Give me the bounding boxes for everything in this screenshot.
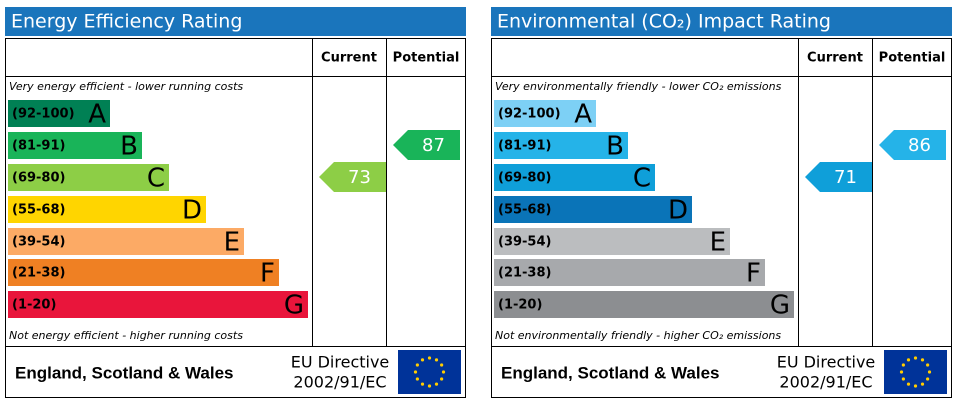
potential-header: Potential xyxy=(879,51,946,66)
current-header: Current xyxy=(807,51,863,66)
flag-star xyxy=(920,358,925,362)
current-header: Current xyxy=(321,51,377,66)
rating-band xyxy=(8,259,279,286)
band-range: (69-80) xyxy=(498,171,551,186)
rating-band xyxy=(494,196,692,223)
flag-star xyxy=(440,363,444,367)
panel-title: Energy Efficiency Rating xyxy=(11,11,242,33)
flag-star xyxy=(926,377,930,381)
directive: EU Directive xyxy=(291,353,390,372)
rating-band xyxy=(494,100,596,127)
flag-star xyxy=(427,356,432,360)
title-bar xyxy=(5,7,466,36)
flag-star xyxy=(901,363,905,367)
potential-header: Potential xyxy=(393,51,460,66)
rating-band xyxy=(8,228,244,255)
band-range: (39-54) xyxy=(498,235,551,250)
flag-star xyxy=(899,370,904,374)
current-arrow xyxy=(319,162,386,192)
band-letter: A xyxy=(574,100,592,130)
flag-star xyxy=(913,356,918,360)
band-letter: G xyxy=(284,291,304,321)
band-range: (92-100) xyxy=(498,107,561,122)
rating-band xyxy=(494,164,655,191)
flag-star xyxy=(440,377,444,381)
flag-star xyxy=(434,358,439,362)
band-letter: B xyxy=(606,132,624,162)
bottom-note: Not environmentally friendly - higher CO… xyxy=(495,329,781,342)
flag-star xyxy=(413,370,418,374)
rating-band xyxy=(494,259,765,286)
panel-title: Environmental (CO₂) Impact Rating xyxy=(497,11,831,33)
bottom-note: Not energy efficient - higher running co… xyxy=(9,329,243,342)
footer-country: England, Scotland & Wales xyxy=(15,363,234,382)
rating-panel: Environmental (CO₂) Impact Rating Current… xyxy=(491,7,952,398)
flag-star xyxy=(926,363,930,367)
band-letter: C xyxy=(633,164,651,194)
band-letter: F xyxy=(260,259,275,289)
current-value: 71 xyxy=(834,167,857,188)
band-range: (69-80) xyxy=(12,171,65,186)
rating-band xyxy=(494,291,794,318)
flag-star xyxy=(415,377,419,381)
top-note: Very energy efficient - lower running co… xyxy=(9,80,243,93)
band-letter: G xyxy=(770,291,790,321)
title-bar xyxy=(491,7,952,36)
band-range: (1-20) xyxy=(12,298,56,313)
directive-code: 2002/91/EC xyxy=(293,373,386,392)
rating-band xyxy=(8,164,169,191)
potential-arrow xyxy=(879,130,946,160)
band-range: (81-91) xyxy=(12,139,65,154)
rating-band xyxy=(494,132,628,159)
rating-band xyxy=(8,291,308,318)
panel-frame xyxy=(5,38,466,398)
potential-value: 86 xyxy=(908,135,931,156)
band-range: (55-68) xyxy=(12,203,65,218)
flag-star xyxy=(901,377,905,381)
flag-star xyxy=(906,358,911,362)
flag-star xyxy=(906,382,911,386)
potential-arrow xyxy=(393,130,460,160)
band-letter: A xyxy=(88,100,106,130)
flag-star xyxy=(415,363,419,367)
footer-country: England, Scotland & Wales xyxy=(501,363,720,382)
band-letter: D xyxy=(668,196,688,226)
band-range: (21-38) xyxy=(12,266,65,281)
band-range: (55-68) xyxy=(498,203,551,218)
rating-band xyxy=(494,228,730,255)
rating-panel: Energy Efficiency Rating Current Potential… xyxy=(5,7,466,398)
flag-star xyxy=(920,382,925,386)
rating-band xyxy=(8,132,142,159)
band-letter: C xyxy=(147,164,165,194)
flag-star xyxy=(420,382,425,386)
band-range: (39-54) xyxy=(12,235,65,250)
band-letter: F xyxy=(746,259,761,289)
flag-star xyxy=(927,370,932,374)
panel-frame xyxy=(491,38,952,398)
top-note: Very environmentally friendly - lower CO… xyxy=(495,80,782,93)
band-letter: D xyxy=(182,196,202,226)
potential-value: 87 xyxy=(422,135,445,156)
rating-band xyxy=(8,100,110,127)
flag-star xyxy=(434,382,439,386)
band-letter: E xyxy=(710,228,726,258)
current-arrow xyxy=(805,162,872,192)
band-range: (92-100) xyxy=(12,107,75,122)
flag-star xyxy=(913,384,918,388)
band-letter: E xyxy=(224,228,240,258)
flag-star xyxy=(441,370,446,374)
flag-star xyxy=(427,384,432,388)
directive: EU Directive xyxy=(777,353,876,372)
band-range: (81-91) xyxy=(498,139,551,154)
band-range: (21-38) xyxy=(498,266,551,281)
band-range: (1-20) xyxy=(498,298,542,313)
band-letter: B xyxy=(120,132,138,162)
directive-code: 2002/91/EC xyxy=(779,373,872,392)
current-value: 73 xyxy=(348,167,371,188)
flag-star xyxy=(420,358,425,362)
rating-band xyxy=(8,196,206,223)
